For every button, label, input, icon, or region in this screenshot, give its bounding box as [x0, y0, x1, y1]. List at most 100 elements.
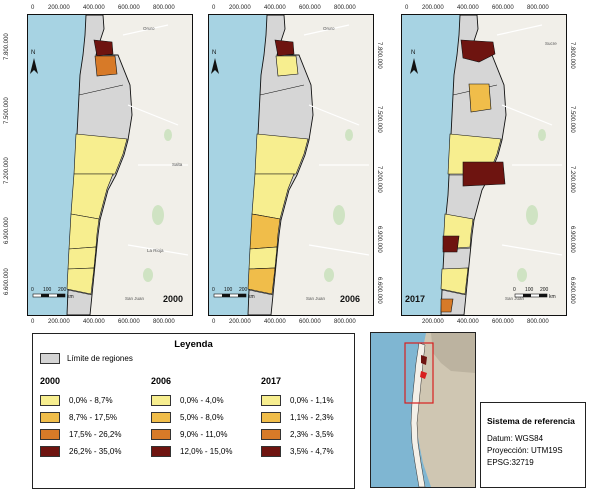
- legend-class-label: 8,7% - 17,5%: [69, 413, 118, 422]
- legend-class-label: 26,2% - 35,0%: [69, 447, 122, 456]
- legend-swatch: [261, 412, 281, 423]
- bottom-tick-label: 600.000: [299, 319, 321, 325]
- legend-year: 2000: [40, 376, 61, 386]
- legend-class-label: 1,1% - 2,3%: [290, 413, 334, 422]
- bottom-tick-label: 800.000: [334, 319, 356, 325]
- locator-map: [370, 332, 476, 488]
- right-tick-label: 7.500.000: [376, 106, 382, 133]
- bottom-tick-label: 400.000: [457, 319, 479, 325]
- top-tick-label: 0: [212, 5, 216, 11]
- top-tick-label: 200.000: [422, 5, 444, 11]
- legend-class-label: 0,0% - 4,0%: [180, 396, 224, 405]
- top-tick-label: 600.000: [492, 5, 514, 11]
- reference-epsg: EPSG:32719: [487, 458, 534, 467]
- legend-swatch: [151, 395, 171, 406]
- reference-datum: Datum: WGS84: [487, 434, 544, 443]
- region-coquimbo: [68, 213, 100, 250]
- region-far-south: [440, 298, 454, 313]
- legend-class-label: 0,0% - 1,1%: [290, 396, 334, 405]
- legend-row: 12,0% - 15,0%: [151, 446, 232, 457]
- region-arica: [460, 39, 496, 63]
- top-tick-label: 800.000: [334, 5, 356, 11]
- legend-swatch: [40, 412, 60, 423]
- bottom-tick-label: 400.000: [264, 319, 286, 325]
- legend-row: 8,7% - 17,5%: [40, 412, 121, 423]
- legend-row: 3,5% - 4,7%: [261, 446, 334, 457]
- right-tick-label: 6.600.000: [376, 277, 382, 304]
- left-tick-label: 7.200.000: [4, 157, 10, 184]
- bottom-tick-label: 0: [31, 319, 35, 325]
- reference-projection: Proyección: UTM19S: [487, 446, 563, 455]
- year-label-2006: 2006: [340, 294, 361, 304]
- legend-swatch: [151, 446, 171, 457]
- right-tick-label: 6.600.000: [569, 277, 575, 304]
- legend-class-label: 3,5% - 4,7%: [290, 447, 334, 456]
- scale-label-100: 100: [43, 287, 52, 293]
- place-oruro: Oruro: [143, 26, 155, 31]
- region-south: [66, 267, 95, 295]
- top-tick-label: 0: [31, 5, 35, 11]
- legend-class-label: 12,0% - 15,0%: [180, 447, 233, 456]
- region-coquimbo: [249, 213, 281, 250]
- legend-swatch: [151, 412, 171, 423]
- place-oruro-2: Oruro: [323, 26, 335, 31]
- right-tick-label: 7.800.000: [569, 42, 575, 69]
- year-label-2017: 2017: [405, 294, 426, 304]
- place-salta: Salta: [172, 162, 183, 167]
- right-tick-label: 6.900.000: [376, 226, 382, 253]
- bottom-tick-label: 0: [212, 319, 216, 325]
- region-atacama: [70, 173, 114, 220]
- right-tick-label: 6.900.000: [569, 226, 575, 253]
- legend-swatch: [261, 429, 281, 440]
- choropleth-2006: [247, 39, 309, 295]
- legend-row: 2,3% - 3,5%: [261, 429, 334, 440]
- legend-year: 2017: [261, 376, 282, 386]
- scale-label-0: 0: [31, 287, 34, 293]
- place-san-juan: San Juan: [125, 296, 145, 301]
- legend-swatch: [261, 446, 281, 457]
- region-antofagasta: [73, 133, 128, 175]
- scale-unit: km: [248, 294, 255, 300]
- legend-swatch: [40, 429, 60, 440]
- region-tarapaca: [275, 55, 299, 77]
- top-tick-label: 200.000: [48, 5, 70, 11]
- scale-label-100: 100: [224, 287, 233, 293]
- region-tarapaca: [468, 83, 492, 113]
- legend-class-label: 5,0% - 8,0%: [180, 413, 224, 422]
- scale-label-0: 0: [212, 287, 215, 293]
- reference-box: Sistema de referencia Datum: WGS84 Proye…: [480, 402, 586, 488]
- bottom-tick-label: 800.000: [527, 319, 549, 325]
- region-atacama: [462, 161, 506, 187]
- legend-row: 0,0% - 1,1%: [261, 395, 334, 406]
- region-valparaiso: [67, 246, 97, 270]
- legend-limit-swatch: [40, 353, 60, 364]
- right-tick-label: 7.800.000: [376, 42, 382, 69]
- bottom-tick-label: 600.000: [492, 319, 514, 325]
- top-tick-label: 400.000: [264, 5, 286, 11]
- region-antofagasta: [254, 133, 309, 175]
- top-tick-label: 800.000: [527, 5, 549, 11]
- legend-title: Leyenda: [174, 339, 213, 350]
- place-san-juan-3: San Juan: [505, 296, 525, 301]
- legend-row: 1,1% - 2,3%: [261, 412, 334, 423]
- legend-swatch: [40, 446, 60, 457]
- right-tick-label: 7.200.000: [569, 166, 575, 193]
- region-tarapaca: [94, 55, 118, 77]
- scale-label-200: 200: [239, 287, 248, 293]
- region-south: [247, 267, 276, 295]
- legend-column-2006: 2006 0,0% - 4,0% 5,0% - 8,0% 9,0% - 11,0…: [151, 376, 232, 463]
- scale-unit: km: [67, 294, 74, 300]
- region-arica: [93, 39, 114, 57]
- legend-row: 17,5% - 26,2%: [40, 429, 121, 440]
- right-tick-label: 7.200.000: [376, 166, 382, 193]
- top-tick-label: 200.000: [229, 5, 251, 11]
- left-tick-label: 6.900.000: [4, 217, 10, 244]
- legend-class-label: 9,0% - 11,0%: [180, 430, 228, 439]
- place-la-rioja: La Rioja: [147, 248, 164, 253]
- reference-title: Sistema de referencia: [487, 416, 575, 426]
- legend-row: 0,0% - 4,0%: [151, 395, 232, 406]
- bottom-tick-label: 200.000: [422, 319, 444, 325]
- legend-row: 0,0% - 8,7%: [40, 395, 121, 406]
- bottom-tick-label: 400.000: [83, 319, 105, 325]
- north-label: N: [31, 50, 36, 56]
